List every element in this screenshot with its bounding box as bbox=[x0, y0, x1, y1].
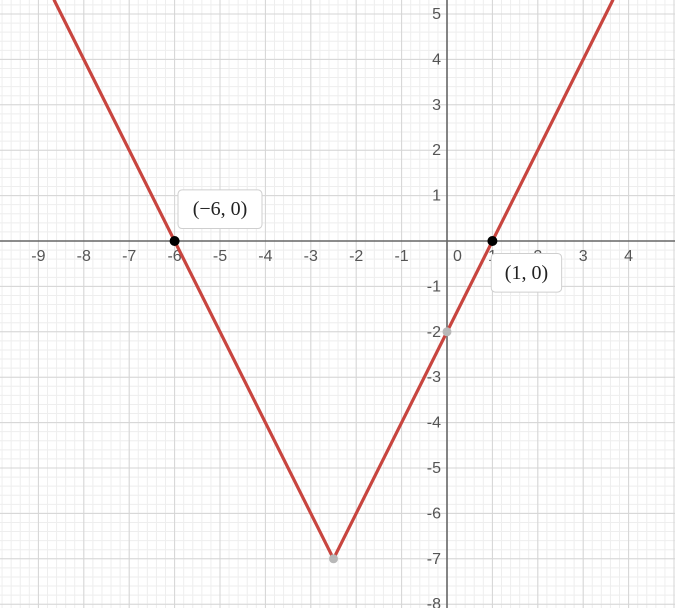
x-tick-label: -8 bbox=[77, 248, 91, 265]
x-tick-label: 0 bbox=[453, 248, 462, 265]
x-tick-label: -1 bbox=[394, 248, 408, 265]
label-1-0: (1, 0) bbox=[491, 253, 561, 292]
y-tick-label: -7 bbox=[427, 551, 441, 568]
x-tick-label: 3 bbox=[579, 248, 588, 265]
x-tick-label: -2 bbox=[349, 248, 363, 265]
label-1-0-text: (1, 0) bbox=[505, 262, 548, 284]
y-tick-label: -2 bbox=[427, 324, 441, 341]
y-tick-label: -5 bbox=[427, 460, 441, 477]
y-tick-label: -3 bbox=[427, 369, 441, 386]
y-tick-label: 4 bbox=[432, 51, 441, 68]
label-neg6-0: (−6, 0) bbox=[178, 190, 262, 229]
y-tick-label: -4 bbox=[427, 415, 441, 432]
y-tick-label: -1 bbox=[427, 278, 441, 295]
y-tick-label: 5 bbox=[432, 6, 441, 23]
x-tick-label: 4 bbox=[624, 248, 633, 265]
y-tick-label: 3 bbox=[432, 97, 441, 114]
y-tick-label: 2 bbox=[432, 142, 441, 159]
plotted-point bbox=[443, 327, 452, 336]
plotted-point bbox=[487, 236, 497, 246]
y-tick-label: -8 bbox=[427, 596, 441, 608]
label-neg6-0-text: (−6, 0) bbox=[193, 198, 248, 220]
x-tick-label: -5 bbox=[213, 248, 227, 265]
x-tick-label: -4 bbox=[258, 248, 272, 265]
plotted-point bbox=[329, 554, 338, 563]
x-tick-label: -9 bbox=[31, 248, 45, 265]
x-tick-label: -3 bbox=[304, 248, 318, 265]
y-tick-label: -6 bbox=[427, 505, 441, 522]
x-tick-label: -7 bbox=[122, 248, 136, 265]
coordinate-plane-chart: -9-8-7-6-5-4-3-2-10123454321-1-2-3-4-5-6… bbox=[0, 0, 675, 608]
y-tick-label: 1 bbox=[432, 188, 441, 205]
plotted-point bbox=[170, 236, 180, 246]
